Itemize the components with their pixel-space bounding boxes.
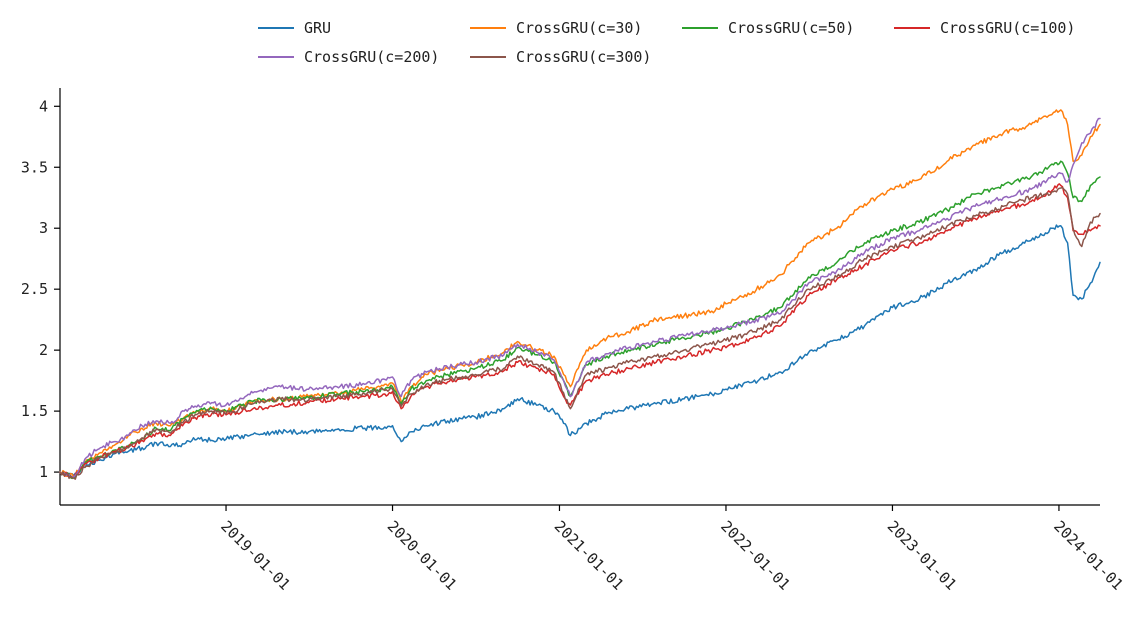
legend-label: CrossGRU(c=30): [516, 19, 642, 37]
y-tick-label: 1: [39, 463, 48, 481]
series-line-2: [59, 160, 1101, 480]
legend-label: CrossGRU(c=300): [516, 48, 651, 66]
y-tick-label: 3: [39, 219, 48, 237]
legend-item: CrossGRU(c=30): [470, 19, 642, 37]
y-tick-label: 4: [39, 97, 48, 115]
legend-item: GRU: [258, 19, 331, 37]
y-tick-label: 2: [39, 341, 48, 359]
x-tick-label: 2021-01-01: [551, 517, 628, 594]
legend-item: CrossGRU(c=200): [258, 48, 439, 66]
x-tick-label: 2024-01-01: [1050, 517, 1127, 594]
legend-label: CrossGRU(c=200): [304, 48, 439, 66]
series-line-1: [59, 109, 1101, 478]
series-line-3: [59, 183, 1101, 479]
y-tick-label: 1.5: [21, 402, 48, 420]
x-tick-label: 2023-01-01: [884, 517, 961, 594]
y-ticks: 1 1.5 2 2.5 3 3.5 4: [21, 97, 60, 481]
legend-label: GRU: [304, 19, 331, 37]
x-tick-label: 2022-01-01: [717, 517, 794, 594]
y-tick-label: 2.5: [21, 280, 48, 298]
axes: 1 1.5 2 2.5 3 3.5 4 2019-01-01 2020-01-01 2021-0…: [21, 88, 1127, 594]
x-tick-label: 2019-01-01: [217, 517, 294, 594]
x-tick-label: 2020-01-01: [384, 517, 461, 594]
series-line-4: [59, 117, 1101, 478]
x-ticks: 2019-01-01 2020-01-01 2021-01-01 2022-01-01…: [217, 505, 1127, 594]
legend-item: CrossGRU(c=100): [894, 19, 1075, 37]
legend-item: CrossGRU(c=300): [470, 48, 651, 66]
legend: GRU CrossGRU(c=30) CrossGRU(c=50) CrossGRU(…: [258, 19, 1075, 66]
legend-label: CrossGRU(c=100): [940, 19, 1075, 37]
y-tick-label: 3.5: [21, 158, 48, 176]
legend-label: CrossGRU(c=50): [728, 19, 854, 37]
series-line-0: [59, 224, 1101, 477]
legend-item: CrossGRU(c=50): [682, 19, 854, 37]
series-group: [59, 109, 1101, 480]
series-line-5: [59, 186, 1101, 480]
